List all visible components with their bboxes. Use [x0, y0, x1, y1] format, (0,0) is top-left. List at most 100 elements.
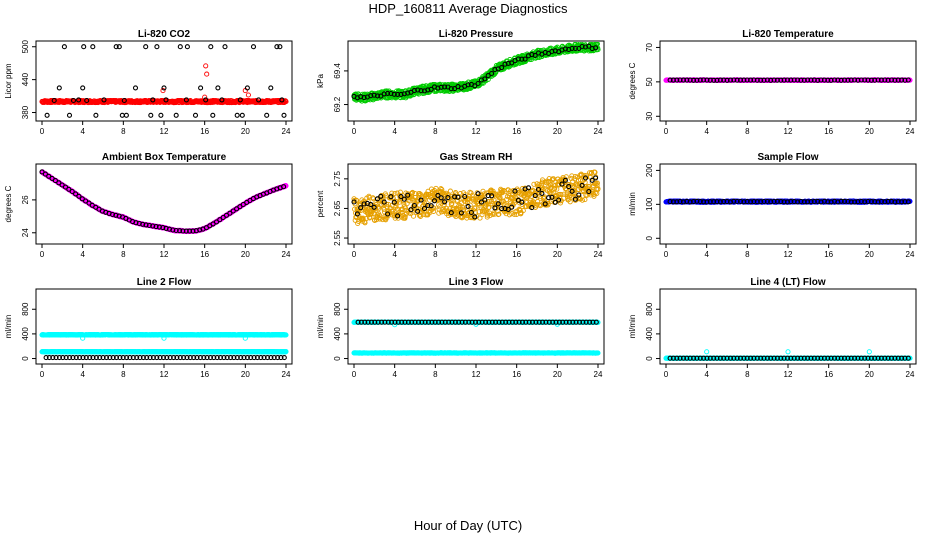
data-point: [845, 198, 851, 205]
data-point: [499, 65, 505, 71]
data-point: [744, 77, 750, 83]
x-tick-label: 0: [352, 250, 357, 259]
data-point: [215, 85, 221, 91]
data-point: [522, 56, 528, 62]
x-tick-label: 8: [745, 250, 750, 259]
data-point: [882, 199, 888, 205]
x-tick-label: 12: [472, 250, 481, 259]
panel-title: Ambient Box Temperature: [102, 152, 227, 163]
data-point: [734, 77, 740, 83]
data-point: [586, 189, 592, 195]
data-point: [771, 77, 777, 83]
data-point: [899, 77, 905, 83]
data-point: [578, 172, 585, 178]
data-point: [61, 44, 67, 50]
y-tick-label: 0: [645, 236, 654, 241]
data-point: [438, 195, 444, 201]
data-point: [264, 112, 270, 118]
data-point: [838, 198, 844, 204]
data-point: [774, 198, 780, 204]
data-point: [354, 211, 360, 217]
data-point: [694, 198, 700, 204]
data-point: [744, 199, 750, 205]
data-point: [279, 97, 285, 103]
data-point: [838, 77, 844, 83]
x-tick-label: 0: [664, 250, 669, 259]
data-point: [539, 190, 545, 196]
data-point: [795, 199, 801, 205]
data-point: [449, 200, 455, 206]
x-tick-label: 12: [472, 127, 481, 136]
data-point: [487, 213, 493, 219]
data-point: [576, 192, 582, 198]
data-point: [556, 197, 562, 203]
data-point: [368, 202, 374, 208]
data-point: [791, 199, 797, 205]
panel-title: Line 2 Flow: [137, 277, 192, 288]
data-point: [878, 198, 884, 205]
data-point: [239, 112, 245, 118]
data-point: [701, 77, 707, 83]
panel-title: Sample Flow: [757, 152, 818, 163]
data-point: [751, 199, 757, 205]
data-point: [727, 199, 734, 205]
data-point: [442, 84, 448, 90]
data-point: [562, 46, 568, 52]
data-point: [66, 186, 72, 192]
data-point: [554, 186, 560, 192]
data-points: [663, 77, 913, 84]
data-point: [404, 201, 410, 207]
data-point: [707, 199, 713, 205]
data-point: [858, 77, 864, 83]
data-point: [734, 198, 740, 205]
data-point: [704, 77, 710, 83]
data-point: [852, 199, 858, 205]
data-point: [438, 186, 444, 192]
data-point: [381, 199, 387, 205]
data-point: [764, 77, 770, 83]
y-axis-label: ml/min: [4, 315, 13, 339]
x-tick-label: 20: [865, 250, 874, 259]
data-point: [452, 194, 458, 200]
x-tick-label: 4: [704, 250, 709, 259]
x-tick-label: 4: [80, 370, 85, 379]
data-point: [81, 44, 87, 50]
data-point: [781, 199, 787, 205]
panel-title: Li-820 CO2: [138, 29, 191, 40]
data-point: [119, 112, 125, 118]
x-tick-label: 4: [392, 127, 397, 136]
data-point: [69, 188, 75, 195]
data-point: [496, 211, 502, 217]
data-point: [835, 77, 841, 83]
data-point: [499, 206, 505, 212]
data-point: [217, 217, 223, 223]
data-point: [121, 97, 127, 104]
data-point: [677, 199, 683, 205]
data-point: [116, 44, 122, 50]
data-point: [535, 186, 542, 193]
data-point: [569, 173, 575, 179]
data-point: [868, 199, 874, 205]
data-point: [421, 205, 428, 212]
data-point: [667, 199, 673, 205]
data-point: [552, 199, 558, 205]
data-point: [153, 224, 159, 230]
data-point: [244, 85, 250, 91]
data-point: [741, 77, 747, 83]
data-point: [495, 201, 501, 207]
data-point: [160, 88, 166, 94]
data-point: [515, 56, 521, 62]
y-tick-label: 2.65: [333, 200, 342, 216]
data-point: [532, 193, 538, 199]
x-tick-label: 20: [241, 127, 250, 136]
y-axis-label: degrees C: [4, 185, 13, 222]
data-point: [438, 84, 444, 90]
data-point: [534, 181, 540, 187]
data-point: [472, 214, 478, 220]
data-point: [858, 198, 864, 205]
x-tick-label: 24: [906, 250, 915, 259]
data-point: [143, 44, 149, 50]
panel-title: Li-820 Temperature: [742, 29, 834, 40]
data-point: [670, 199, 676, 205]
